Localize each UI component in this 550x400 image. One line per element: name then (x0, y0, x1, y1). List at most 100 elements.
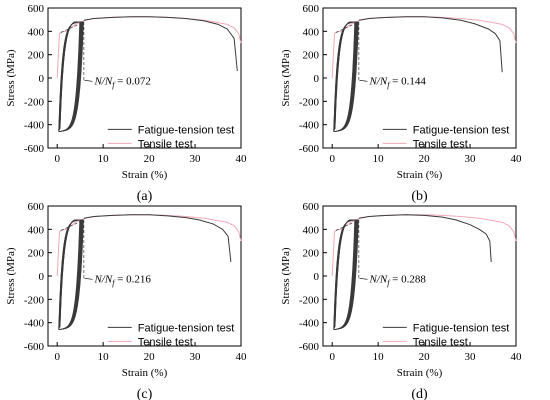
y-tick-label: 400 (28, 224, 45, 236)
fatigue-initial-loading (335, 21, 359, 33)
y-tick-label: -200 (24, 96, 45, 108)
x-tick-label: 10 (373, 351, 385, 363)
legend-item-label: Fatigue-tension test (138, 124, 235, 136)
x-tick-label: 0 (54, 153, 60, 165)
legend: Fatigue-tension test Tensile test (382, 124, 510, 150)
legend-item-label: Tensile test (413, 138, 468, 150)
x-tick-label: 30 (465, 153, 477, 165)
legend: Fatigue-tension test Tensile test (107, 322, 235, 348)
series-line-tensile-test (331, 16, 517, 79)
fatigue-hysteresis-loops (333, 219, 359, 330)
y-tick-label: -600 (24, 341, 45, 353)
legend-item-label: Fatigue-tension test (413, 124, 510, 136)
fatigue-initial-loading (335, 219, 359, 231)
y-tick-label: 200 (303, 50, 320, 62)
x-tick-label: 20 (419, 351, 431, 363)
fatigue-initial-loading (60, 219, 84, 231)
x-tick-label: 0 (54, 351, 60, 363)
x-axis-label: Strain (%) (122, 169, 168, 181)
x-tick-label: 40 (236, 153, 248, 165)
annotation-label: N/Nf = 0.144 (368, 75, 426, 89)
y-tick-label: -200 (24, 294, 45, 306)
y-tick-label: -200 (299, 96, 320, 108)
y-tick-label: -200 (299, 294, 320, 306)
chart-panel-b: 600 400 200 0 -200 -400 -600 0 10 20 30 40 Strain (%… (280, 3, 522, 204)
x-tick-label: 40 (511, 351, 523, 363)
legend: Fatigue-tension test Tensile test (107, 124, 235, 150)
y-tick-label: 400 (303, 224, 320, 236)
y-tick-label: 0 (39, 73, 45, 85)
panel-label: (d) (411, 387, 428, 400)
x-tick-label: 20 (419, 153, 431, 165)
y-axis-label: Stress (MPa) (5, 49, 17, 106)
y-tick-label: -400 (299, 120, 320, 132)
fatigue-hysteresis-loops (333, 21, 359, 132)
annotation-arrow (84, 277, 93, 280)
x-tick-label: 40 (236, 351, 248, 363)
legend-item-label: Fatigue-tension test (138, 322, 235, 334)
y-tick-label: 200 (303, 248, 320, 260)
panel-label: (c) (137, 387, 153, 400)
x-tick-label: 20 (144, 351, 156, 363)
x-tick-label: 30 (465, 351, 477, 363)
series-line-tensile-test (56, 16, 242, 79)
series-line-fatigue-tension-test (83, 214, 232, 263)
y-tick-label: 600 (28, 201, 45, 213)
y-tick-label: 600 (28, 3, 45, 15)
y-tick-label: 0 (314, 73, 320, 85)
annotation-arrow (359, 277, 368, 280)
y-tick-label: -600 (24, 143, 45, 155)
y-tick-label: 400 (303, 26, 320, 38)
x-tick-label: 10 (98, 351, 110, 363)
x-tick-label: 40 (511, 153, 523, 165)
y-tick-label: 0 (314, 271, 320, 283)
y-axis-label: Stress (MPa) (280, 247, 292, 304)
legend: Fatigue-tension test Tensile test (382, 322, 510, 348)
y-tick-label: 400 (28, 26, 45, 38)
chart-panel-d: 600 400 200 0 -200 -400 -600 0 10 20 30 40 Strain (%… (280, 201, 522, 400)
annotation-label: N/Nf = 0.216 (93, 273, 151, 287)
x-tick-label: 10 (373, 153, 385, 165)
y-tick-label: -400 (299, 318, 320, 330)
legend-item-label: Fatigue-tension test (413, 322, 510, 334)
y-tick-label: 600 (303, 201, 320, 213)
series-line-tensile-test (331, 214, 517, 277)
legend-item-label: Tensile test (413, 336, 468, 348)
x-tick-label: 30 (190, 351, 202, 363)
x-tick-label: 20 (144, 153, 156, 165)
x-axis-label: Strain (%) (122, 367, 168, 379)
x-tick-label: 30 (190, 153, 202, 165)
legend-item-label: Tensile test (138, 138, 193, 150)
series-line-fatigue-tension-test (358, 214, 492, 263)
chart-panel-a: 600 400 200 0 -200 -400 -600 0 10 20 30 40 Strain (%… (5, 3, 247, 204)
x-tick-label: 0 (329, 153, 335, 165)
y-tick-label: 200 (28, 248, 45, 260)
x-axis-label: Strain (%) (397, 367, 443, 379)
chart-panel-c: 600 400 200 0 -200 -400 -600 0 10 20 30 40 Strain (%… (5, 201, 247, 400)
fatigue-initial-loading (60, 21, 84, 33)
fatigue-hysteresis-loops (58, 219, 84, 330)
y-tick-label: 0 (39, 271, 45, 283)
y-axis-label: Stress (MPa) (5, 247, 17, 304)
y-axis-label: Stress (MPa) (280, 49, 292, 106)
panel-label: (a) (137, 189, 153, 204)
y-tick-label: -400 (24, 318, 45, 330)
annotation-label: N/Nf = 0.288 (368, 273, 426, 287)
annotation-arrow (84, 79, 93, 82)
y-tick-label: -400 (24, 120, 45, 132)
x-tick-label: 0 (329, 351, 335, 363)
x-tick-label: 10 (98, 153, 110, 165)
x-axis-label: Strain (%) (397, 169, 443, 181)
annotation-label: N/Nf = 0.072 (93, 75, 150, 89)
y-tick-label: -600 (299, 143, 320, 155)
series-line-fatigue-tension-test (83, 16, 238, 72)
series-line-fatigue-tension-test (358, 16, 503, 73)
y-tick-label: 600 (303, 3, 320, 15)
legend-item-label: Tensile test (138, 336, 193, 348)
annotation-arrow (359, 79, 368, 82)
y-tick-label: -600 (299, 341, 320, 353)
y-tick-label: 200 (28, 50, 45, 62)
fatigue-hysteresis-loops (58, 21, 84, 132)
panel-label: (b) (411, 189, 428, 204)
